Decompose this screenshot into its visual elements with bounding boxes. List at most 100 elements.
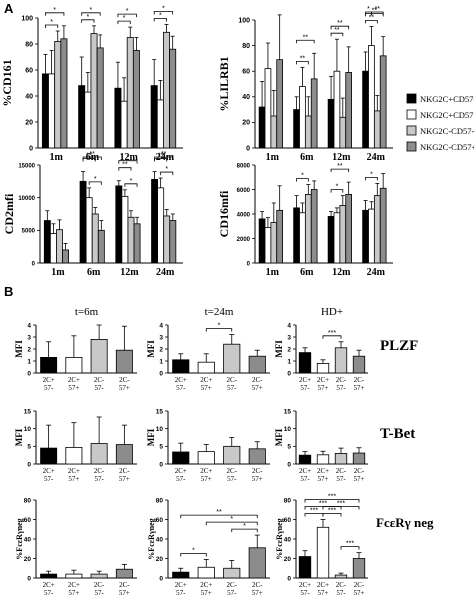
significance-bracket [82,156,102,160]
significance-bracket [330,32,344,37]
significance-label: ** [216,509,222,516]
bar [293,207,300,264]
y-tick-label: 10000 [18,196,35,202]
y-axis-label: %CD161 [0,59,14,106]
bar [373,195,381,264]
chart-title: t=6m [75,306,99,318]
y-tick-label: 10 [156,426,164,433]
bar [264,68,272,149]
bar [248,547,266,579]
y-tick-label: 1 [287,358,291,365]
significance-label: * [159,13,162,20]
legend-label-1: NKG2C+CD57+ [420,110,474,120]
bar [115,444,133,465]
chart-fce_hd: 020406080%FcεRγneg2C+57-2C+57+2C-57-2C-5… [275,494,368,597]
bar [334,452,348,465]
significance-label: * [230,516,233,523]
significance-bracket [154,158,168,162]
significance-bracket [180,514,258,519]
legend-label-0: NKG2C+CD57- [420,94,474,104]
y-tick-label: 0 [27,575,31,582]
x-tick-label: 2C- [94,376,105,384]
bar [90,443,108,465]
bar [258,106,266,149]
x-tick-label: 12m [119,152,138,163]
y-tick-label: 6000 [237,188,251,194]
x-tick-label: 57- [300,384,310,392]
bar [127,216,135,264]
bar [62,249,69,264]
bar [41,73,49,149]
significance-label: ** [161,151,167,158]
significance-bracket [81,12,101,16]
significance-label: * [127,155,130,162]
x-tick-label: 57+ [119,475,130,483]
significance-bracket [160,171,174,176]
panel-label-b: B [4,284,13,299]
legend-swatch-2 [406,125,417,136]
y-tick-label: 0 [287,370,291,377]
x-tick-label: 2C- [336,376,347,384]
x-tick-label: 57- [227,589,237,597]
y-tick-label: 15 [24,408,32,415]
x-tick-label: 2C+ [43,376,55,384]
x-tick-label: 57+ [119,589,130,597]
bar [121,195,129,264]
x-tick-label: 57- [176,589,186,597]
x-tick-label: 57- [176,384,186,392]
x-tick-label: 57+ [201,589,212,597]
bar [90,33,98,149]
significance-bracket [322,335,342,339]
bar [150,85,158,149]
bar [310,189,318,264]
bar [49,233,57,264]
x-tick-label: 57- [336,384,346,392]
legend-swatch-0 [406,93,417,104]
y-tick-label: 80 [284,497,292,504]
x-tick-label: 24m [367,152,386,163]
y-axis-label: MFI [274,340,284,358]
significance-bracket [180,553,207,557]
y-tick-label: 1 [159,358,163,365]
y-tick-label: 100 [21,15,33,22]
x-tick-label: 2C- [227,376,238,384]
row-label-fce: FcεRγ neg [376,515,434,530]
significance-label: *** [328,508,336,515]
y-tick-label: 2000 [237,237,251,243]
bar [65,573,83,579]
y-tick-label: 40 [242,94,250,101]
y-tick-label: 80 [242,43,250,50]
x-tick-label: 2C- [354,467,365,475]
bar [298,454,312,465]
y-tick-label: 15 [284,408,292,415]
bar [299,86,306,149]
bar [316,362,330,374]
y-tick-label: 80 [25,41,33,48]
bar [91,213,99,264]
significance-label: * [301,173,304,180]
y-tick-label: 0 [159,461,163,468]
x-tick-label: 2C+ [43,467,55,475]
y-tick-label: 60 [25,67,33,74]
x-tick-label: 2C+ [299,376,311,384]
significance-bracket [304,499,360,503]
bar [78,85,86,149]
y-tick-label: 5 [159,444,163,451]
x-tick-label: 2C+ [200,467,212,475]
y-tick-label: 0 [27,461,31,468]
x-tick-label: 57- [44,384,54,392]
x-tick-label: 57+ [354,589,365,597]
x-tick-label: 57+ [201,384,212,392]
bar [132,50,140,149]
bar [172,359,190,374]
x-tick-label: 6m [300,152,314,163]
y-tick-label: 4 [27,322,31,329]
x-tick-label: 2C- [336,581,347,589]
bar [298,556,312,579]
significance-label: ** [89,151,95,158]
significance-label: ** [158,153,164,160]
y-axis-label: %FcεRγneg [147,518,156,559]
